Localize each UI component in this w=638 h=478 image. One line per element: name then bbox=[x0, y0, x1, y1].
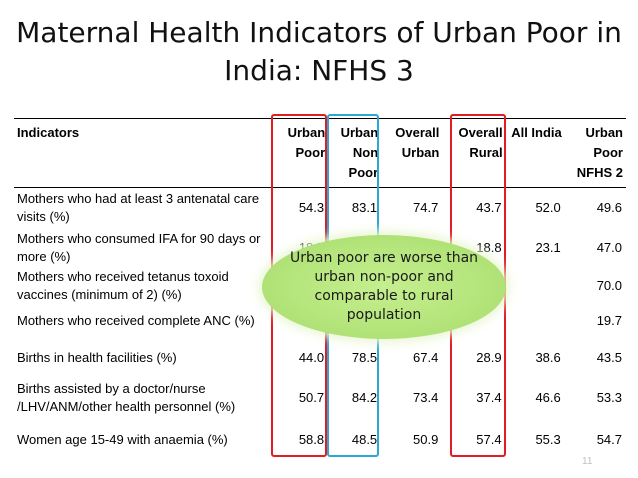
title-line-2: India: NFHS 3 bbox=[224, 54, 414, 87]
row-label: Women age 15-49 with anaemia (%) bbox=[17, 431, 228, 447]
table-cell bbox=[506, 304, 565, 338]
header-urban-non-poor: Urban Non Poor bbox=[340, 125, 379, 180]
table-cell: 52.0 bbox=[535, 199, 561, 215]
header-indicators: Indicators bbox=[17, 125, 80, 140]
table-cell: 83.1 bbox=[351, 199, 378, 215]
table-row: Mothers who received complete ANC (%) 19… bbox=[14, 304, 626, 338]
table-cell: 37.4 bbox=[476, 389, 502, 405]
header-urban-poor: Urban Poor bbox=[287, 125, 326, 160]
header-overall-rural: Overall Rural bbox=[458, 125, 503, 160]
table-cell: 54.7 bbox=[596, 431, 622, 447]
table-cell: 55.3 bbox=[535, 431, 561, 447]
header-urban-poor-nfhs2: Urban Poor NFHS 2 bbox=[576, 125, 623, 180]
table-cell: 67.4 bbox=[413, 349, 439, 365]
table-cell: 74.7 bbox=[413, 199, 439, 215]
row-label: Mothers who had at least 3 antenatal car… bbox=[17, 190, 260, 224]
table-cell: 38.6 bbox=[535, 349, 561, 365]
table-cell: 43.7 bbox=[476, 199, 502, 215]
callout-text: Urban poor are worse than urban non-poor… bbox=[289, 250, 479, 323]
table-cell: 23.1 bbox=[535, 239, 561, 255]
row-label: Births assisted by a doctor/nurse /LHV/A… bbox=[17, 380, 236, 414]
indicators-table: Indicators Urban Poor Urban Non Poor Ove… bbox=[14, 118, 626, 462]
table-cell: 53.3 bbox=[596, 389, 622, 405]
row-label: Mothers who received complete ANC (%) bbox=[17, 312, 255, 328]
table-cell: 49.6 bbox=[596, 199, 622, 215]
table-cell: 28.9 bbox=[476, 349, 502, 365]
table-row: Women age 15-49 with anaemia (%) 58.8 48… bbox=[14, 418, 626, 462]
table-cell: 73.4 bbox=[413, 389, 439, 405]
table-cell: 50.7 bbox=[298, 389, 325, 405]
header-all-india: All India bbox=[511, 125, 562, 140]
row-label: Mothers who consumed IFA for 90 days or … bbox=[17, 230, 261, 264]
table-cell: 18.8 bbox=[476, 239, 502, 255]
table-cell: 70.0 bbox=[596, 277, 622, 293]
table-cell: 47.0 bbox=[596, 239, 622, 255]
table-cell: 84.2 bbox=[351, 389, 378, 405]
callout-bubble: Urban poor are worse than urban non-poor… bbox=[262, 235, 506, 339]
table-cell: 48.5 bbox=[351, 431, 378, 447]
table-row: Births in health facilities (%) 44.0 78.… bbox=[14, 338, 626, 378]
title-line-1: Maternal Health Indicators of Urban Poor… bbox=[16, 16, 622, 49]
header-overall-urban: Overall Urban bbox=[395, 125, 440, 160]
table-cell bbox=[506, 268, 565, 304]
table-cell: 50.9 bbox=[413, 431, 439, 447]
table-cell: 19.7 bbox=[596, 312, 622, 328]
table-cell: 58.8 bbox=[298, 431, 325, 447]
table-cell: 43.5 bbox=[596, 349, 622, 365]
row-label: Births in health facilities (%) bbox=[17, 349, 177, 365]
table-cell: 54.3 bbox=[298, 199, 325, 215]
table-row: Mothers who received tetanus toxoid vacc… bbox=[14, 268, 626, 304]
table-cell: 57.4 bbox=[476, 431, 502, 447]
table-row: Births assisted by a doctor/nurse /LHV/A… bbox=[14, 378, 626, 418]
table-cell: 46.6 bbox=[535, 389, 561, 405]
table-cell: 78.5 bbox=[351, 349, 378, 365]
table-header-row: Indicators Urban Poor Urban Non Poor Ove… bbox=[14, 118, 626, 188]
table-row: Mothers who had at least 3 antenatal car… bbox=[14, 188, 626, 228]
table-cell: 44.0 bbox=[298, 349, 325, 365]
row-label: Mothers who received tetanus toxoid vacc… bbox=[17, 268, 229, 302]
page-number: 11 bbox=[582, 456, 593, 467]
slide-title: Maternal Health Indicators of Urban Poor… bbox=[0, 14, 638, 90]
